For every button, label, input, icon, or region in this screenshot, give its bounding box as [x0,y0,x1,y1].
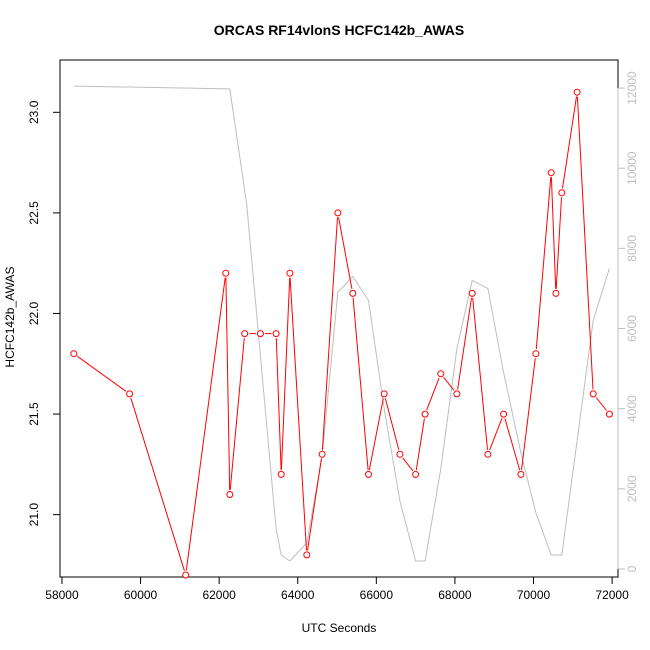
series-red-segment [550,177,557,289]
series-red-point [126,390,134,398]
x-tick-label: 68000 [438,588,472,602]
series-red-point [222,269,230,277]
series-red-segment [504,418,521,471]
y-tick-label: 22.0 [27,301,41,325]
series-red-segment [415,418,425,471]
series-red-segment [384,398,400,451]
series-red-segment [457,297,472,390]
series-red-segment [77,355,127,392]
series-red-point [484,450,492,458]
series-red-segment [321,217,338,450]
series-red-point [589,390,597,398]
series-red-point [334,209,342,217]
series-red-point [226,491,234,498]
series-red-point [349,289,357,297]
series-red-segment [229,338,245,491]
y-tick-label: 22.5 [27,201,41,225]
series-red-segment [280,277,291,470]
y2-tick-label: 0 [625,565,639,572]
series-red-segment [535,177,552,350]
series-red-segment [289,277,307,551]
y2-tick-label: 6000 [625,315,639,342]
series-red-point [517,470,525,478]
series-grey-line [73,85,610,562]
series-red-point [437,370,445,378]
series-red-segment [489,418,503,451]
series-red-point [412,470,420,478]
x-tick-label: 62000 [202,588,236,602]
series-red-point [303,551,311,559]
series-red [70,88,613,579]
series-red-segment [595,397,607,411]
series-red-point [558,189,566,197]
y2-axis-right: 0 2000 4000 6000 8000 10000 12000 [617,71,639,572]
series-red-point [468,289,476,297]
y2-tick-label: 4000 [625,395,639,422]
series-red-segment [555,197,562,289]
y-tick-label: 23.0 [27,100,41,124]
series-red-segment [576,96,594,390]
x-tick-label: 58000 [45,588,79,602]
series-red-segment [275,338,282,470]
series-red-point [552,289,560,297]
series-red-segment [521,358,536,470]
y2-tick-label: 8000 [625,235,639,262]
y-axis-label: HCFC142b_AWAS [3,266,17,367]
x-tick-label: 66000 [360,588,394,602]
x-tick-label: 60000 [124,588,158,602]
series-red-segment [472,297,488,450]
series-red-point [318,450,326,458]
chart-title: ORCAS RF14vlonS HCFC142b_AWAS [214,22,465,38]
series-red-segment [368,398,384,471]
y-axis: 21.0 21.5 22.0 22.5 23.0 [27,100,61,527]
series-red-point [380,390,388,398]
series-red-point [286,269,294,277]
series-red-point [396,450,404,458]
series-red-point [256,330,264,338]
series-red-segment [130,398,185,571]
series-red-point [182,571,190,579]
series-red-point [365,470,372,478]
y2-tick-label: 10000 [625,151,639,185]
series-red-segment [443,376,455,391]
series-red-segment [402,457,414,472]
y2-tick-label: 2000 [625,475,639,502]
series-red-point [453,390,461,398]
series-red-point [573,88,581,96]
x-axis: 58000 60000 62000 64000 66000 68000 70000 72000 [45,576,629,602]
y-tick-label: 21.5 [27,402,41,426]
x-tick-label: 70000 [517,588,551,602]
series-red-point [500,410,508,418]
series-red-point [241,330,249,338]
series-red-point [605,410,613,418]
x-tick-label: 64000 [281,588,315,602]
series-red-point [547,169,555,177]
series-red-segment [426,377,440,411]
x-axis-label: UTC Seconds [302,621,377,635]
series-red-point [70,350,78,358]
series-layer [70,85,613,579]
series-red-segment [185,277,226,571]
series-red-point [421,410,429,418]
series-red-segment [352,297,369,470]
series-red-point [272,330,280,338]
series-red-point [532,350,540,358]
x-tick-label: 72000 [595,588,629,602]
y-tick-label: 21.0 [27,503,41,527]
series-red-segment [562,96,577,189]
series-red-segment [307,458,322,551]
y2-tick-label: 12000 [625,71,639,105]
series-red-segment [225,277,231,491]
series-red-point [277,470,285,478]
series-red-segment [338,217,353,289]
